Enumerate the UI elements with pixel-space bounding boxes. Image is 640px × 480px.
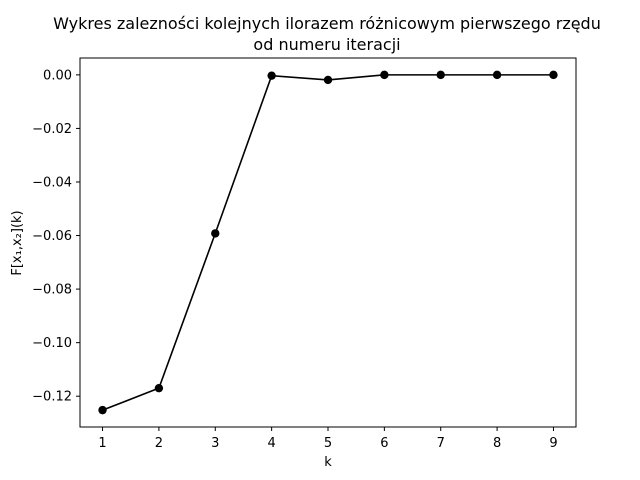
data-point (323, 75, 333, 85)
y-axis-ticks: 0.00 −0.02 −0.04 −0.06 −0.08 −0.10 −0.12 (32, 68, 80, 405)
x-tick-label: 4 (267, 436, 275, 451)
y-tick-label: −0.04 (32, 175, 72, 190)
data-point (436, 70, 445, 80)
y-tick-label: 0.00 (43, 68, 72, 83)
data-point (211, 229, 220, 238)
data-point (267, 71, 276, 80)
chart-title-line-2: od numeru iteracji (253, 35, 400, 54)
x-tick-label: 1 (98, 436, 106, 451)
x-axis-label: k (324, 455, 332, 470)
x-tick-label: 8 (493, 436, 501, 451)
y-tick-label: −0.08 (32, 283, 72, 298)
y-axis-label: F[x₁,x₂](k) (10, 210, 25, 275)
y-tick-label: −0.10 (32, 336, 72, 351)
y-tick-label: −0.12 (32, 390, 72, 405)
chart-title-line-1: Wykres zalezności kolejnych ilorazem róż… (53, 14, 601, 33)
x-tick-label: 2 (155, 436, 163, 451)
y-tick-label: −0.06 (32, 229, 72, 244)
x-tick-label: 7 (437, 436, 445, 451)
data-point (154, 383, 164, 393)
x-tick-label: 9 (549, 436, 557, 451)
x-tick-label: 5 (324, 436, 332, 451)
data-point (380, 70, 389, 80)
x-tick-label: 6 (380, 436, 388, 451)
data-point (549, 70, 558, 80)
x-axis-ticks: 1 2 3 4 5 6 7 8 9 (98, 427, 558, 451)
plot-area-frame (79, 57, 577, 428)
data-point (98, 405, 107, 415)
y-tick-label: −0.02 (32, 122, 72, 137)
data-point (492, 70, 502, 80)
series-points (98, 70, 558, 415)
x-tick-label: 3 (211, 436, 219, 451)
